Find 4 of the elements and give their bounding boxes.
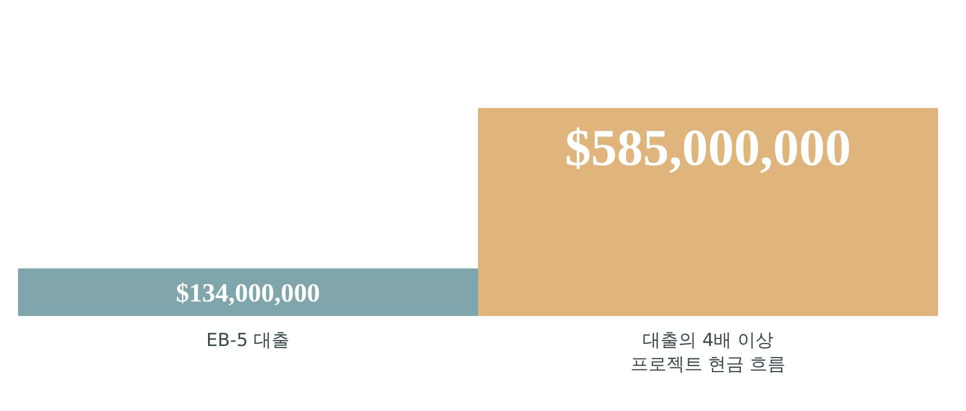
data-label: $134,000,000 <box>176 278 320 308</box>
x-tick-label: 대출의 4배 이상 프로젝트 현금 흐름 <box>630 330 786 375</box>
x-tick-label: EB-5 대출 <box>206 330 290 351</box>
data-label: $585,000,000 <box>565 120 851 178</box>
